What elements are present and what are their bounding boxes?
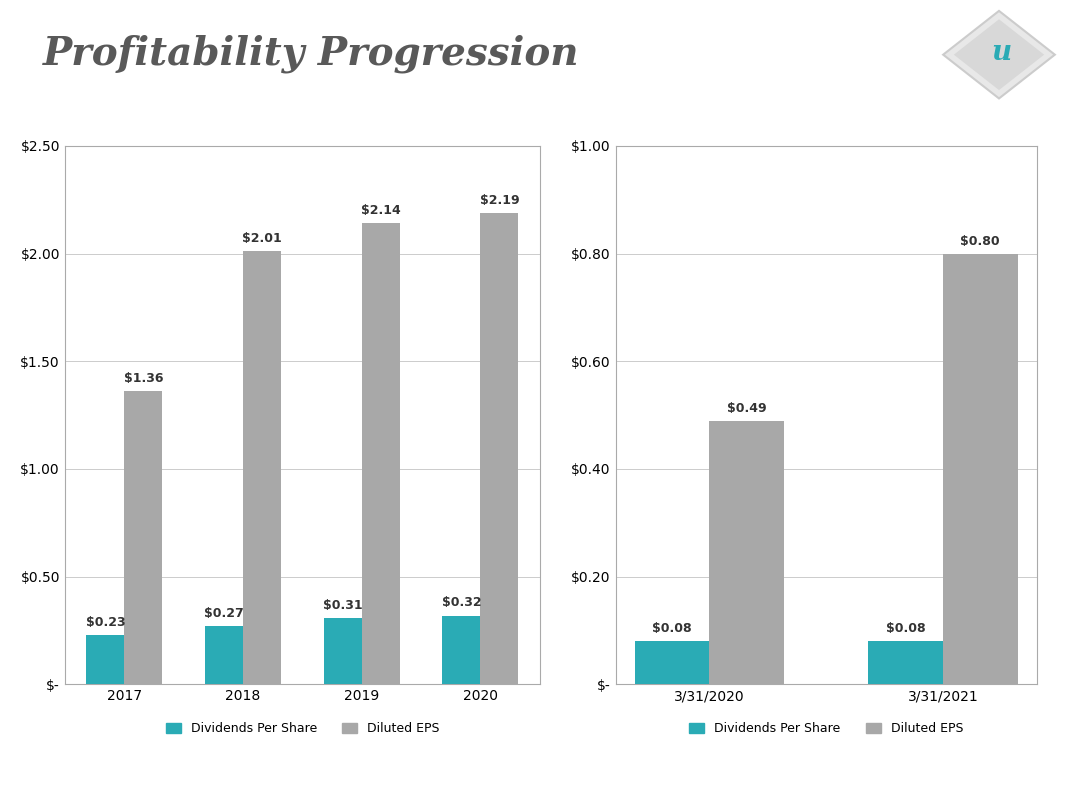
Polygon shape bbox=[954, 19, 1044, 90]
Text: $1.36: $1.36 bbox=[123, 373, 163, 386]
Bar bbox=[868, 642, 943, 684]
Text: 15: 15 bbox=[1023, 785, 1040, 799]
Text: $0.31: $0.31 bbox=[323, 599, 363, 612]
Text: Profitability Progression: Profitability Progression bbox=[43, 35, 580, 74]
Text: $0.08: $0.08 bbox=[886, 622, 926, 635]
Text: $2.01: $2.01 bbox=[242, 232, 282, 245]
Text: $0.08: $0.08 bbox=[652, 622, 692, 635]
Text: $0.80: $0.80 bbox=[960, 235, 1000, 248]
Bar bbox=[443, 616, 481, 684]
Bar bbox=[362, 224, 400, 684]
Text: $0.27: $0.27 bbox=[204, 608, 244, 620]
Text: $0.23: $0.23 bbox=[85, 616, 125, 629]
Text: u: u bbox=[991, 40, 1012, 66]
Bar bbox=[324, 618, 362, 684]
Text: Diluted Earnings and Dividends per Share: Diluted Earnings and Dividends per Share bbox=[328, 103, 752, 122]
Bar bbox=[481, 212, 518, 684]
Bar bbox=[86, 635, 124, 684]
Bar bbox=[243, 251, 281, 684]
Bar bbox=[635, 642, 710, 684]
Text: $2.19: $2.19 bbox=[480, 194, 519, 207]
Bar bbox=[943, 254, 1017, 684]
Bar bbox=[124, 391, 162, 684]
Legend: Dividends Per Share, Diluted EPS: Dividends Per Share, Diluted EPS bbox=[161, 717, 444, 740]
Legend: Dividends Per Share, Diluted EPS: Dividends Per Share, Diluted EPS bbox=[685, 717, 968, 740]
Text: $0.49: $0.49 bbox=[727, 402, 767, 415]
Bar bbox=[710, 420, 784, 684]
Bar bbox=[205, 626, 243, 684]
Text: $2.14: $2.14 bbox=[361, 204, 401, 217]
Text: $0.32: $0.32 bbox=[442, 596, 482, 609]
Polygon shape bbox=[943, 11, 1055, 99]
